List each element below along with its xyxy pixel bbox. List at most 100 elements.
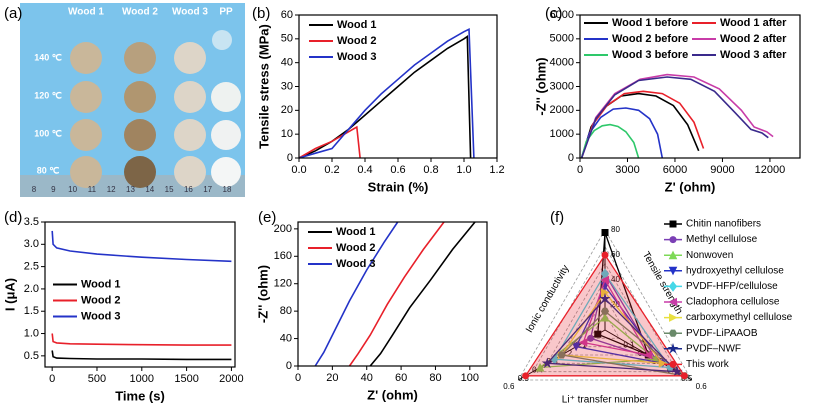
axis-tick-label: 40 (611, 275, 620, 284)
x-tick-label: 0.2 (324, 164, 339, 176)
axis-tick-label: 60 (611, 250, 620, 259)
y-tick-label: 80 (280, 305, 292, 317)
ruler-number: 18 (223, 185, 232, 194)
row-label: 80 ℃ (37, 165, 60, 175)
radar-point (557, 351, 566, 359)
legend-label: Wood 1 after (720, 17, 787, 29)
legend-label: Wood 3 (336, 258, 376, 270)
x-axis-label: Strain (%) (368, 179, 429, 194)
radar-series (575, 285, 665, 365)
legend-label: PVDF–NWF (686, 343, 741, 354)
radar-point (658, 359, 668, 368)
x-tick-label: 1000 (130, 373, 154, 385)
y-tick-label: 4000 (550, 57, 574, 69)
radar-point (587, 334, 595, 342)
data-line (298, 28, 475, 159)
legend-marker (669, 313, 678, 322)
x-tick-label: 3000 (615, 164, 639, 176)
y-tick-label: 0.5 (24, 350, 39, 362)
sample (124, 42, 156, 74)
x-axis-label: Z' (ohm) (665, 179, 716, 194)
radar-point (600, 275, 609, 285)
sample (70, 81, 102, 113)
legend-label: Wood 3 before (612, 49, 688, 61)
y-tick-label: 60 (281, 9, 293, 21)
y-tick-label: 6000 (550, 9, 574, 21)
pp-samples (211, 30, 241, 187)
legend-marker (669, 236, 677, 244)
ruler-number: 8 (32, 185, 37, 194)
legend-marker (668, 329, 678, 337)
y-tick-label: 3.5 (24, 216, 39, 228)
legend-label: Wood 1 (81, 278, 121, 290)
x-tick-label: 1.2 (489, 164, 504, 176)
legend-label: carboxymethyl cellulose (686, 312, 793, 323)
sample (211, 157, 241, 187)
radar-series (524, 253, 686, 377)
data-line (298, 34, 472, 159)
ruler-number: 16 (184, 185, 193, 194)
legend-label: Wood 3 (337, 51, 377, 63)
sample (211, 82, 241, 112)
axis-tick-label: 20 (611, 300, 620, 309)
radar-series (545, 297, 679, 373)
legend-label: Wood 2 (337, 35, 377, 47)
row-label: 120 ℃ (34, 90, 62, 100)
radar-point (601, 229, 609, 236)
x-tick-label: 0.0 (291, 164, 306, 176)
column-label: Wood 3 (172, 7, 208, 18)
sample (212, 30, 232, 50)
legend-label: Chitin nanofibers (686, 219, 761, 230)
x-tick-label: 0.6 (390, 164, 405, 176)
y-axis-label: -Z'' (ohm) (255, 265, 270, 323)
ruler-number: 9 (51, 185, 56, 194)
legend-label: Wood 2 after (720, 33, 787, 45)
panel-label: (e) (258, 209, 276, 226)
data-line (580, 76, 769, 159)
y-tick-label: 30 (281, 80, 293, 92)
sample (70, 119, 102, 151)
legend-label: Nonwoven (686, 250, 733, 261)
legend-label: Wood 1 (337, 19, 377, 31)
radar-point (578, 338, 588, 347)
y-axis-label: I (μA) (2, 278, 17, 311)
x-tick-label: 0 (49, 373, 55, 385)
legend-label: Wood 3 (81, 310, 121, 322)
ruler-number: 13 (126, 185, 135, 194)
legend-label: Wood 2 (336, 242, 376, 254)
radar-point (680, 372, 688, 380)
y-axis-label: Tensile stress (MPa) (256, 24, 271, 149)
axis-tick-label: 0.6 (503, 382, 515, 391)
y-axis-label: -Z'' (ohm) (533, 57, 548, 115)
ruler-number: 10 (68, 185, 77, 194)
y-tick-label: 160 (274, 250, 292, 262)
y-tick-label: 0 (568, 152, 574, 164)
x-tick-label: 0 (577, 164, 583, 176)
row-label: 100 ℃ (34, 128, 62, 138)
radar-point (541, 357, 553, 369)
radar-point (600, 307, 610, 315)
y-tick-label: 20 (281, 104, 293, 116)
y-tick-label: 2.5 (24, 261, 39, 273)
ruler-number: 14 (145, 185, 154, 194)
ruler-number: 12 (107, 185, 116, 194)
data-line (580, 90, 705, 159)
x-tick-label: 12000 (755, 164, 786, 176)
column-label: Wood 1 (68, 7, 104, 18)
legend-label: Wood 1 before (612, 17, 688, 29)
data-line (51, 350, 232, 361)
y-tick-label: 120 (274, 278, 292, 290)
radar-point (535, 362, 545, 372)
y-tick-label: 50 (281, 33, 293, 45)
axis-tick-label: 0.1 (623, 340, 635, 349)
legend-marker (669, 220, 677, 228)
x-axis-label: Time (s) (115, 388, 165, 403)
sample (124, 119, 156, 151)
legend-marker (668, 297, 677, 307)
x-tick-label: 500 (88, 373, 106, 385)
legend-label: PVDF-HFP/cellulose (686, 281, 778, 292)
x-tick-label: 1500 (174, 373, 198, 385)
row-label: 140 ℃ (34, 52, 62, 62)
sample (174, 156, 206, 188)
legend-label: This work (686, 359, 730, 370)
